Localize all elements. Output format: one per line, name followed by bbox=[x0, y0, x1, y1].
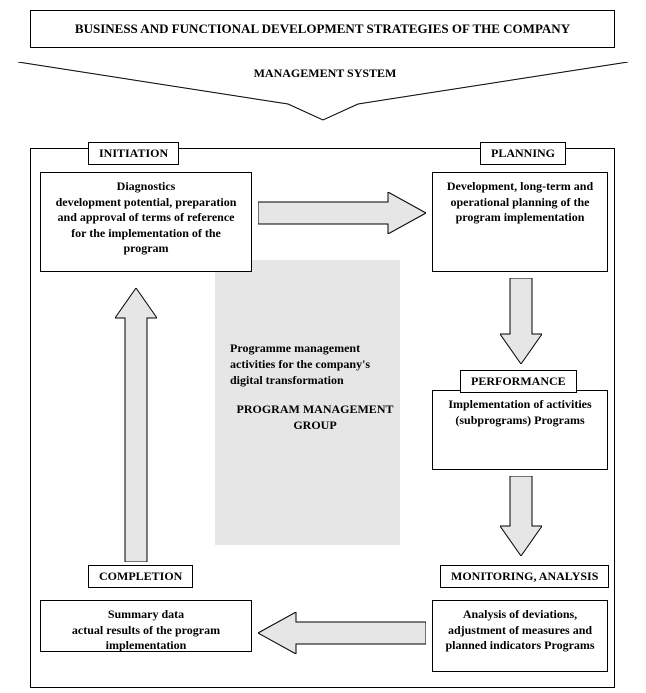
title-box: BUSINESS AND FUNCTIONAL DEVELOPMENT STRA… bbox=[30, 10, 615, 48]
arrow-planning-to-performance bbox=[500, 278, 542, 364]
center-line2: PROGRAM MANAGEMENT GROUP bbox=[230, 401, 400, 433]
initiation-body: development potential, preparation and a… bbox=[49, 195, 243, 257]
arrow-performance-to-monitoring bbox=[500, 476, 542, 556]
completion-heading: Summary data bbox=[49, 607, 243, 623]
initiation-heading: Diagnostics bbox=[49, 179, 243, 195]
monitoring-box: Analysis of deviations, adjustment of me… bbox=[432, 600, 608, 672]
arrow-monitoring-to-completion bbox=[258, 612, 426, 654]
completion-box: Summary data actual results of the progr… bbox=[40, 600, 252, 652]
management-system-label: MANAGEMENT SYSTEM bbox=[240, 66, 410, 81]
planning-label: PLANNING bbox=[480, 142, 566, 165]
completion-label: COMPLETION bbox=[88, 565, 193, 588]
initiation-label: INITIATION bbox=[88, 142, 179, 165]
performance-label: PERFORMANCE bbox=[460, 370, 577, 393]
performance-box: Implementation of activities (subprogram… bbox=[432, 390, 608, 470]
arrow-initiation-to-planning bbox=[258, 192, 426, 234]
initiation-box: Diagnostics development potential, prepa… bbox=[40, 172, 252, 272]
center-text: Programme management activities for the … bbox=[230, 340, 400, 433]
completion-body: actual results of the program implementa… bbox=[49, 623, 243, 654]
center-line1: Programme management activities for the … bbox=[230, 340, 400, 389]
arrow-completion-to-initiation bbox=[115, 288, 157, 562]
monitoring-label: MONITORING, ANALYSIS bbox=[440, 565, 609, 588]
planning-box: Development, long-term and operational p… bbox=[432, 172, 608, 272]
title-text: BUSINESS AND FUNCTIONAL DEVELOPMENT STRA… bbox=[75, 21, 570, 36]
